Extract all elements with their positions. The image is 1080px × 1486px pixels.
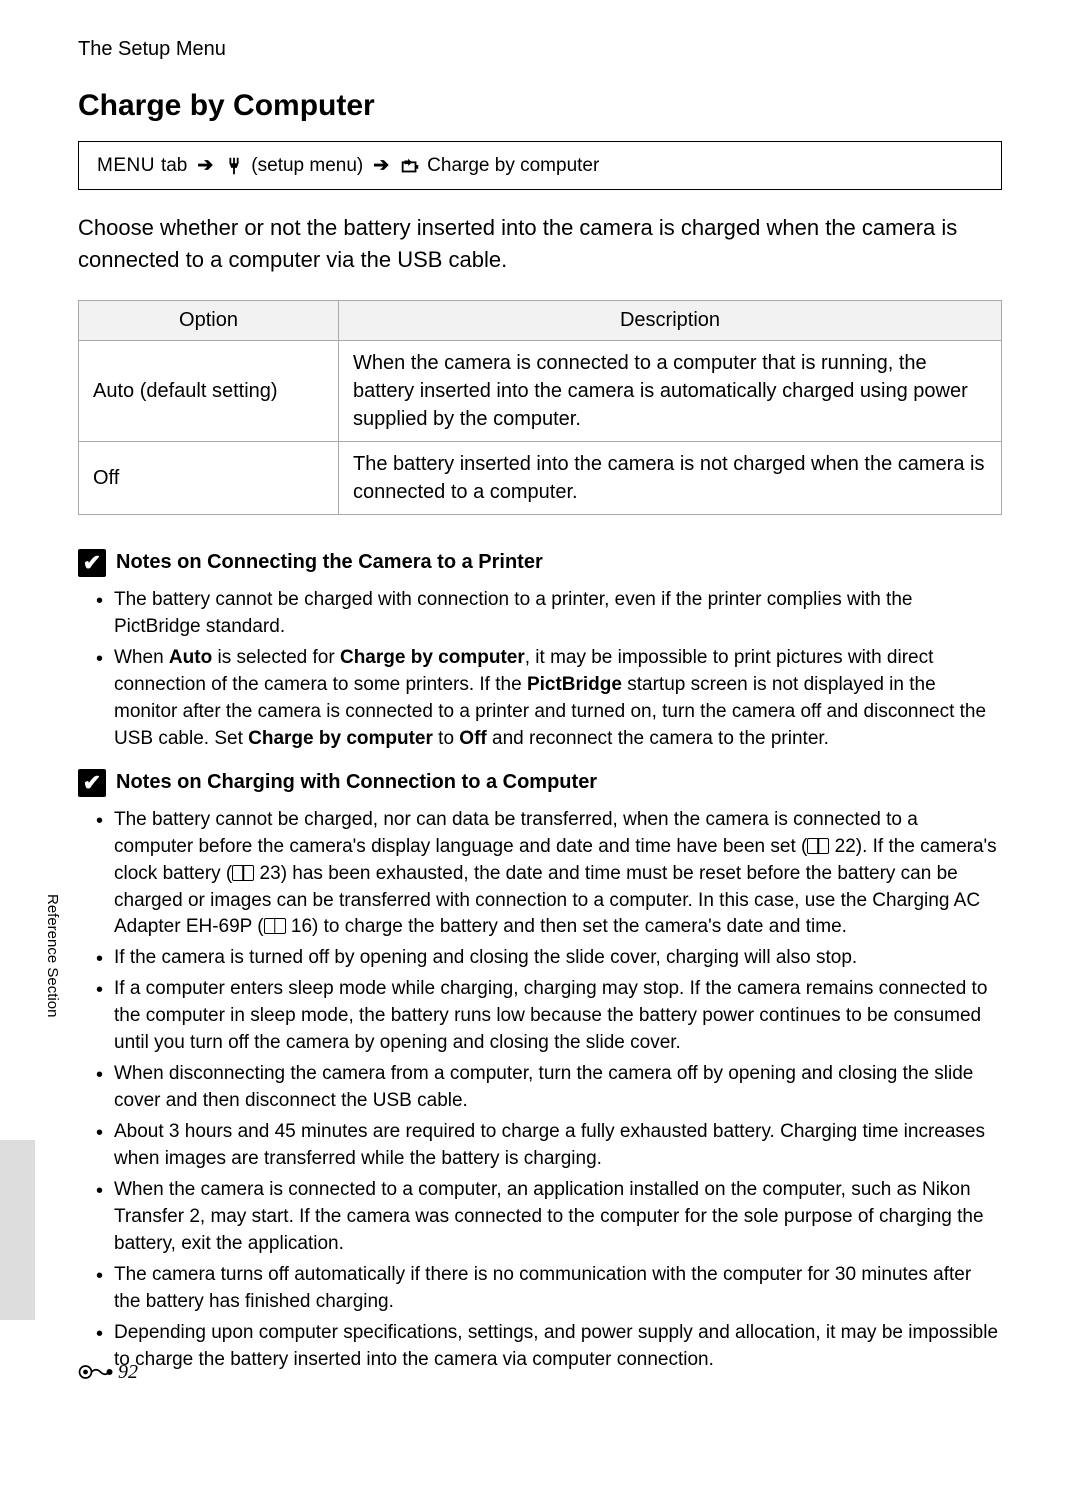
sidebar-label: Reference Section (44, 894, 61, 1017)
note-heading-printer: ✔ Notes on Connecting the Camera to a Pr… (78, 549, 1002, 577)
breadcrumb-item: Charge by computer (427, 155, 599, 177)
table-row: Auto (default setting) When the camera i… (79, 340, 1002, 441)
td-option: Auto (default setting) (79, 340, 339, 441)
tab-word: tab (161, 155, 187, 177)
list-item: The camera turns off automatically if th… (96, 1262, 1002, 1316)
list-item: If the camera is turned off by opening a… (96, 945, 1002, 972)
list-item: When disconnecting the camera from a com… (96, 1061, 1002, 1115)
caution-icon: ✔ (78, 549, 106, 577)
list-item: About 3 hours and 45 minutes are require… (96, 1119, 1002, 1173)
list-item: When Auto is selected for Charge by comp… (96, 645, 1002, 753)
page-ref-icon (232, 865, 254, 881)
arrow-icon: ➔ (197, 154, 213, 177)
section-title: Charge by Computer (78, 89, 1002, 123)
list-item: If a computer enters sleep mode while ch… (96, 976, 1002, 1057)
page-header: The Setup Menu (78, 38, 1002, 61)
th-option: Option (79, 300, 339, 340)
arrow-icon: ➔ (373, 154, 389, 177)
page-ref-icon (264, 918, 286, 934)
options-table: Option Description Auto (default setting… (78, 300, 1002, 515)
th-description: Description (339, 300, 1002, 340)
list-item: The battery cannot be charged, nor can d… (96, 807, 1002, 942)
charge-icon (399, 155, 421, 177)
td-option: Off (79, 441, 339, 514)
section-ref-icon (78, 1361, 114, 1383)
note-heading-computer: ✔ Notes on Charging with Connection to a… (78, 769, 1002, 797)
page-number: 92 (78, 1361, 138, 1384)
setup-menu-label: (setup menu) (251, 155, 363, 177)
notes-printer-list: The battery cannot be charged with conne… (78, 587, 1002, 753)
wrench-icon (223, 155, 245, 177)
list-item: When the camera is connected to a comput… (96, 1177, 1002, 1258)
list-item: Depending upon computer specifications, … (96, 1320, 1002, 1374)
sidebar-tab-block (0, 1140, 35, 1320)
caution-icon: ✔ (78, 769, 106, 797)
notes-computer-list: The battery cannot be charged, nor can d… (78, 807, 1002, 1374)
table-row: Off The battery inserted into the camera… (79, 441, 1002, 514)
td-desc: The battery inserted into the camera is … (339, 441, 1002, 514)
list-item: The battery cannot be charged with conne… (96, 587, 1002, 641)
td-desc: When the camera is connected to a comput… (339, 340, 1002, 441)
page-ref-icon (807, 838, 829, 854)
intro-text: Choose whether or not the battery insert… (78, 212, 1002, 276)
menu-word: MENU (97, 155, 155, 177)
breadcrumb: MENU tab ➔ (setup menu) ➔ Charge by comp… (78, 141, 1002, 190)
